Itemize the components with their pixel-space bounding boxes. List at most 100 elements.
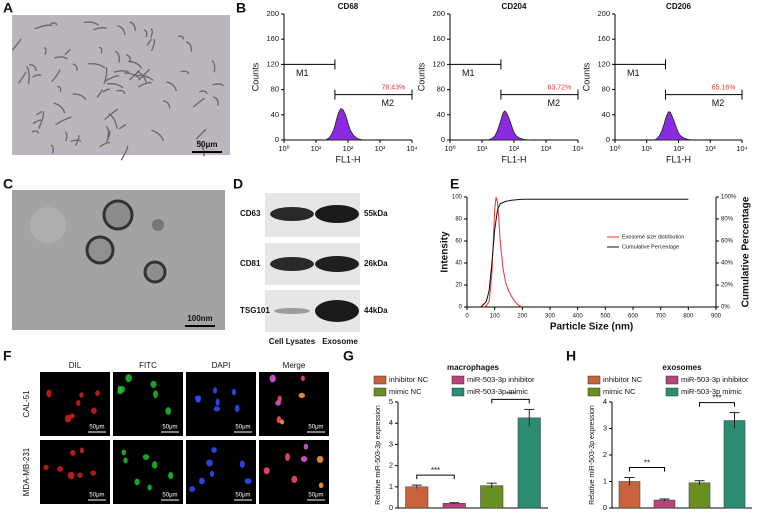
y-axis-label: Relative miR-503-3p expression [589,405,596,505]
panel-label: F [3,348,12,364]
cell [136,74,154,81]
error-bar [659,498,670,502]
nucleus [303,443,309,450]
x-tick-label: 10³ [705,144,716,153]
cell [114,50,120,63]
y-tick-label: 20 [455,283,462,289]
cell [118,124,127,130]
y-tick-label: 5 [389,397,393,406]
nucleus [79,392,84,398]
y-tick-label: 3 [389,439,393,448]
cell [129,21,136,31]
bar [653,499,676,509]
cell [72,93,87,101]
y2-tick-label: 60% [721,239,734,245]
x-tick-label: 10² [343,144,354,153]
legend-swatch [587,387,601,397]
nucleus [168,471,174,480]
legend-label: inhibitor NC [389,375,429,384]
y-tick-label: 160 [597,34,610,43]
nucleus [215,398,220,406]
series-line [483,196,523,308]
error-bar [411,484,422,489]
cell [38,111,45,129]
cell [93,26,107,31]
cell [103,67,108,85]
y-tick-label: 40 [602,110,610,119]
cell [177,35,184,40]
nucleus [121,449,126,456]
histogram-area [324,107,364,141]
panel-label: C [3,176,13,192]
y-tick-label: 200 [432,9,445,18]
cell [105,130,111,143]
scale-bar-label: 50μm [235,425,250,431]
cell [102,88,111,93]
band [270,207,314,221]
y-tick-label: 60 [455,239,462,245]
x-axis-label: FL1-H [335,154,360,164]
cell [151,129,165,142]
cell [162,100,171,109]
gate [614,59,667,70]
y2-tick-label: 80% [721,217,734,223]
x-tick-label: 10² [509,144,520,153]
y-tick-label: 1 [389,482,393,491]
nucleus [43,464,49,470]
legend-swatch [373,375,387,385]
micrograph [12,15,230,155]
x-tick-label: 100 [490,314,501,320]
y2-tick-label: 100% [721,195,737,201]
cell [197,139,205,157]
legend-swatch [665,375,679,385]
fluorescence-tile [113,372,183,436]
cell [98,46,103,54]
nucleus [206,459,213,467]
bar [517,417,541,509]
significance-bracket [699,402,735,407]
y-tick-label: 1 [603,476,607,485]
bar [405,486,429,509]
nucleus [90,470,97,476]
row-label: MDA-MB-231 [22,447,31,496]
gate-percent: 78.43% [381,84,405,91]
nucleus [194,395,202,401]
panel-label: B [236,0,246,16]
nucleus [147,484,152,491]
error-bar [486,482,497,489]
nucleus [57,466,63,472]
x-tick-label: 800 [683,314,694,320]
band-label: TSG101 [240,306,270,315]
legend-label: Cumulative Percentage [622,244,679,250]
significance-label: *** [506,391,515,400]
y-tick-label: 4 [603,397,607,406]
y-tick-label: 120 [432,59,445,68]
cell [35,111,43,116]
y-tick-label: 0 [606,135,610,144]
error-bar [694,480,705,485]
x-tick-label: 0 [465,314,469,320]
y-tick-label: 80 [455,217,462,223]
gate [665,89,743,100]
cell [17,71,27,84]
y-tick-label: 160 [432,34,445,43]
y-axis-label: Relative miR-503-3p expression [375,405,382,505]
nucleus [300,456,308,463]
gate-label: M1 [627,68,640,78]
column-header: FITC [139,361,157,370]
nucleus [280,419,285,425]
legend-label: miR-503-3p inhibitor [681,375,749,384]
y-tick-label: 0 [459,305,463,311]
bar [688,482,711,509]
band [315,256,359,272]
y-tick-label: 160 [266,34,279,43]
bar [723,420,746,509]
gate-percent: 63.72% [547,84,571,91]
scale-bar-label: 100nm [187,314,212,323]
chart-title: CD206 [666,2,691,11]
x-axis-label: FL1-H [666,154,691,164]
x-tick-label: 10⁴ [572,144,584,153]
gate [334,89,413,100]
cell [104,108,119,121]
fluorescence-grid: DIL 50μm 50μm FITC 50μm 50μm DAPI 50μm 50μm Merge… [22,361,329,504]
